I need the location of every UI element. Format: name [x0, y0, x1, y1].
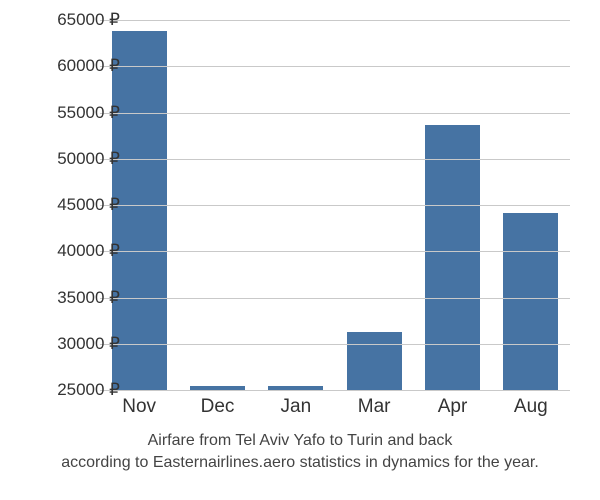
x-tick-label: Apr [438, 396, 468, 418]
gridline [100, 251, 570, 252]
chart-caption: Airfare from Tel Aviv Yafo to Turin and … [0, 430, 600, 473]
y-tick-label: 40000 ₽ [30, 241, 120, 261]
caption-line-1: Airfare from Tel Aviv Yafo to Turin and … [148, 432, 453, 449]
y-tick-label: 35000 ₽ [30, 288, 120, 308]
bar [425, 125, 480, 390]
gridline [100, 113, 570, 114]
caption-line-2: according to Easternairlines.aero statis… [61, 454, 539, 471]
x-tick-label: Mar [358, 396, 391, 418]
y-tick-label: 60000 ₽ [30, 56, 120, 76]
y-tick-label: 45000 ₽ [30, 195, 120, 215]
y-tick-label: 25000 ₽ [30, 380, 120, 400]
gridline [100, 344, 570, 345]
y-tick-label: 55000 ₽ [30, 103, 120, 123]
plot-area [100, 20, 570, 390]
y-tick-label: 50000 ₽ [30, 149, 120, 169]
bar [347, 332, 402, 390]
gridline [100, 390, 570, 391]
x-tick-label: Aug [514, 396, 548, 418]
gridline [100, 298, 570, 299]
x-tick-label: Jan [281, 396, 312, 418]
y-tick-label: 65000 ₽ [30, 10, 120, 30]
x-tick-label: Dec [201, 396, 235, 418]
gridline [100, 20, 570, 21]
gridline [100, 205, 570, 206]
x-tick-label: Nov [122, 396, 156, 418]
gridline [100, 66, 570, 67]
y-tick-label: 30000 ₽ [30, 334, 120, 354]
airfare-chart: Airfare from Tel Aviv Yafo to Turin and … [0, 0, 600, 500]
bar [503, 213, 558, 390]
gridline [100, 159, 570, 160]
